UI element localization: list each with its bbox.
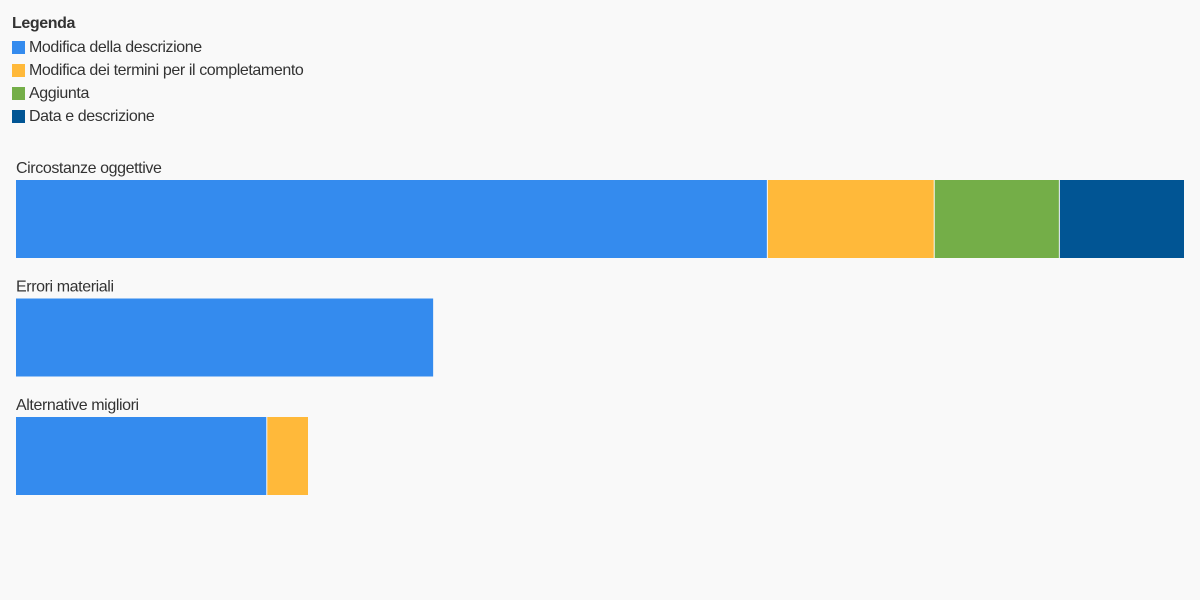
legend-label: Modifica della descrizione bbox=[29, 39, 202, 56]
bar-segment bbox=[1059, 180, 1184, 258]
bar-segment bbox=[767, 180, 934, 258]
legend-swatch bbox=[12, 87, 25, 100]
legend-swatch bbox=[12, 64, 25, 77]
legend-label: Aggiunta bbox=[29, 85, 89, 102]
legend-label: Data e descrizione bbox=[29, 108, 155, 125]
category-label: Errori materiali bbox=[16, 279, 114, 296]
bar-segment bbox=[16, 180, 767, 258]
bar-segment bbox=[16, 298, 434, 377]
legend-title: Legenda bbox=[12, 15, 75, 32]
legend-swatch bbox=[12, 110, 25, 123]
bar-segment bbox=[934, 180, 1059, 258]
bar-segment bbox=[16, 417, 267, 495]
legend-swatch bbox=[12, 41, 25, 54]
legend-label: Modifica dei termini per il completament… bbox=[29, 62, 304, 79]
bar-segment bbox=[267, 417, 308, 495]
category-label: Alternative migliori bbox=[16, 397, 139, 414]
category-label: Circostanze oggettive bbox=[16, 160, 162, 177]
